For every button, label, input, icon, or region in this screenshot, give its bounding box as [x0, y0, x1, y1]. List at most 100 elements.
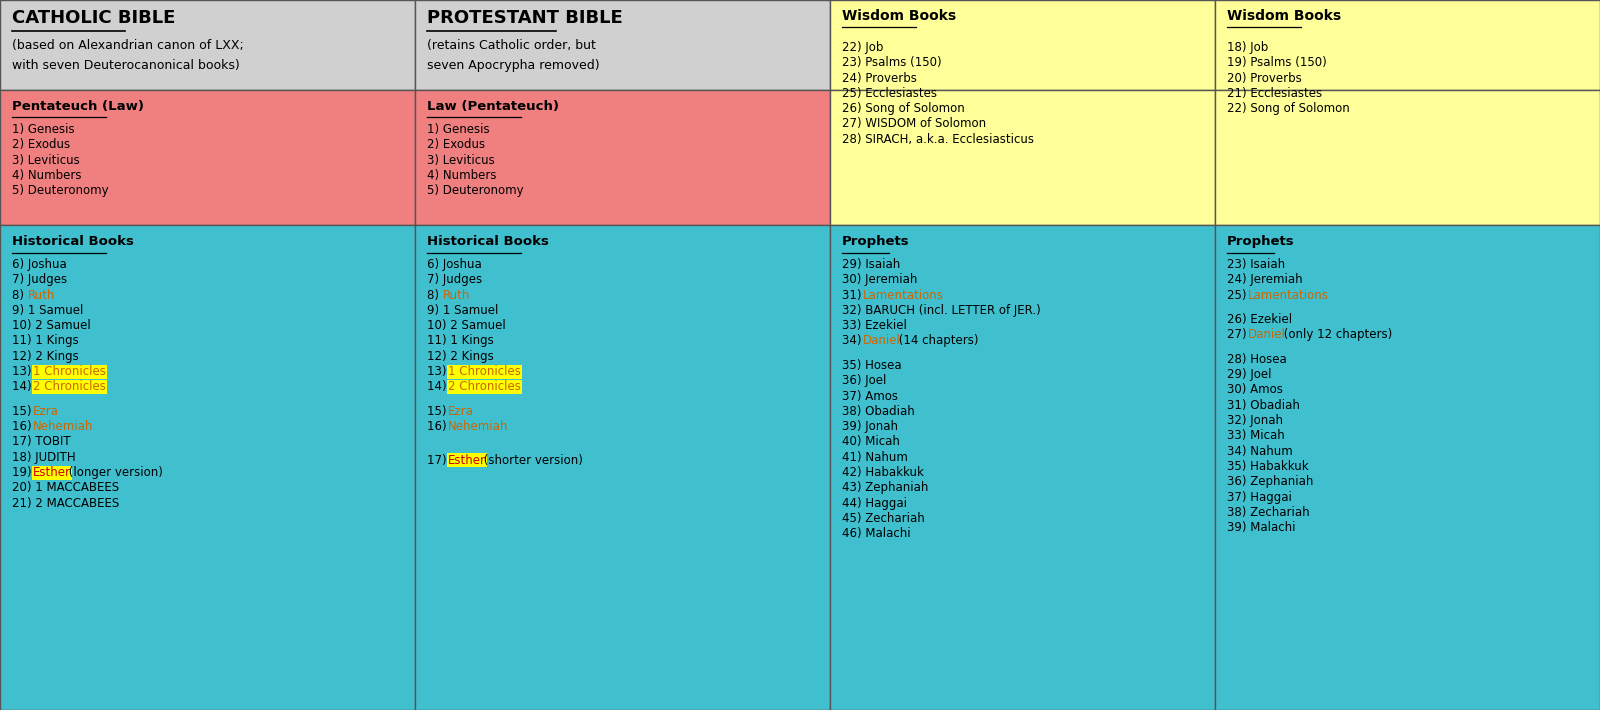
Bar	[0, 225, 414, 710]
Text: 43) Zephaniah: 43) Zephaniah	[842, 481, 928, 494]
Bar	[414, 225, 830, 710]
Text: 27): 27)	[1227, 329, 1250, 342]
Text: 9) 1 Samuel: 9) 1 Samuel	[13, 304, 83, 317]
Text: Ezra: Ezra	[448, 405, 474, 418]
Text: Pentateuch (Law): Pentateuch (Law)	[13, 100, 144, 113]
Text: 36) Joel: 36) Joel	[842, 374, 886, 387]
Text: Ezra: Ezra	[34, 405, 59, 418]
Text: 11) 1 Kings: 11) 1 Kings	[427, 334, 494, 347]
Text: Daniel: Daniel	[862, 334, 901, 347]
Text: 1 Chronicles: 1 Chronicles	[448, 365, 522, 378]
Text: 35) Habakkuk: 35) Habakkuk	[1227, 460, 1309, 473]
Text: 27) WISDOM of Solomon: 27) WISDOM of Solomon	[842, 117, 986, 131]
Text: 19) Psalms (150): 19) Psalms (150)	[1227, 56, 1326, 70]
Text: 21) 2 MACCABEES: 21) 2 MACCABEES	[13, 497, 120, 510]
Text: (longer version): (longer version)	[64, 466, 163, 479]
Text: 40) Micah: 40) Micah	[842, 435, 899, 449]
Text: 7) Judges: 7) Judges	[13, 273, 67, 286]
Text: 24) Jeremiah: 24) Jeremiah	[1227, 273, 1302, 286]
Text: Esther: Esther	[34, 466, 70, 479]
Text: PROTESTANT BIBLE: PROTESTANT BIBLE	[427, 9, 622, 27]
Text: 26) Song of Solomon: 26) Song of Solomon	[842, 102, 965, 115]
Text: 4) Numbers: 4) Numbers	[427, 169, 496, 182]
Text: 23) Psalms (150): 23) Psalms (150)	[842, 56, 942, 70]
Text: 25) Ecclesiastes: 25) Ecclesiastes	[842, 87, 938, 100]
Text: 37) Haggai: 37) Haggai	[1227, 491, 1291, 503]
Text: Lamentations: Lamentations	[862, 288, 944, 302]
Text: (shorter version): (shorter version)	[480, 454, 582, 467]
Text: 46) Malachi: 46) Malachi	[842, 528, 910, 540]
Text: (only 12 chapters): (only 12 chapters)	[1280, 329, 1392, 342]
Text: 23) Isaiah: 23) Isaiah	[1227, 258, 1285, 271]
Text: Nehemiah: Nehemiah	[448, 420, 509, 433]
Text: 14): 14)	[427, 381, 450, 393]
Text: 44) Haggai: 44) Haggai	[842, 497, 907, 510]
Text: Historical Books: Historical Books	[427, 235, 549, 248]
Text: Esther: Esther	[448, 454, 486, 467]
Text: 11) 1 Kings: 11) 1 Kings	[13, 334, 78, 347]
Text: 39) Jonah: 39) Jonah	[842, 420, 898, 433]
Text: (based on Alexandrian canon of LXX;: (based on Alexandrian canon of LXX;	[13, 39, 243, 52]
Text: 2) Exodus: 2) Exodus	[13, 138, 70, 151]
Text: 30) Jeremiah: 30) Jeremiah	[842, 273, 917, 286]
Bar	[1214, 0, 1600, 90]
Bar	[414, 90, 830, 225]
Text: 38) Zechariah: 38) Zechariah	[1227, 506, 1310, 519]
Text: Ruth: Ruth	[27, 288, 54, 302]
Text: 20) Proverbs: 20) Proverbs	[1227, 72, 1302, 84]
Text: 12) 2 Kings: 12) 2 Kings	[427, 350, 494, 363]
Text: CATHOLIC BIBLE: CATHOLIC BIBLE	[13, 9, 176, 27]
Bar	[414, 0, 830, 90]
Text: 33) Ezekiel: 33) Ezekiel	[842, 320, 907, 332]
Text: Prophets: Prophets	[1227, 235, 1294, 248]
Text: 14): 14)	[13, 381, 35, 393]
Text: 32) Jonah: 32) Jonah	[1227, 414, 1283, 427]
Text: 10) 2 Samuel: 10) 2 Samuel	[13, 320, 91, 332]
Text: 20) 1 MACCABEES: 20) 1 MACCABEES	[13, 481, 118, 494]
Text: 34): 34)	[842, 334, 866, 347]
Text: 33) Micah: 33) Micah	[1227, 430, 1285, 442]
Text: 29) Joel: 29) Joel	[1227, 368, 1272, 381]
Text: 10) 2 Samuel: 10) 2 Samuel	[427, 320, 506, 332]
Text: 5) Deuteronomy: 5) Deuteronomy	[427, 184, 523, 197]
Bar	[830, 0, 1214, 90]
Text: 7) Judges: 7) Judges	[427, 273, 482, 286]
Text: 31): 31)	[842, 288, 866, 302]
Text: Lamentations: Lamentations	[1248, 288, 1330, 302]
Text: 6) Joshua: 6) Joshua	[13, 258, 67, 271]
Text: Nehemiah: Nehemiah	[34, 420, 93, 433]
Text: 39) Malachi: 39) Malachi	[1227, 521, 1296, 534]
Bar	[830, 225, 1214, 710]
Text: 5) Deuteronomy: 5) Deuteronomy	[13, 184, 109, 197]
Text: 2 Chronicles: 2 Chronicles	[448, 381, 522, 393]
Bar	[0, 90, 414, 225]
Text: 25): 25)	[1227, 288, 1250, 302]
Text: 13): 13)	[13, 365, 35, 378]
Bar	[1214, 90, 1600, 225]
Text: 30) Amos: 30) Amos	[1227, 383, 1283, 396]
Text: Prophets: Prophets	[842, 235, 910, 248]
Bar	[0, 0, 414, 90]
Text: 21) Ecclesiastes: 21) Ecclesiastes	[1227, 87, 1322, 100]
Text: Ruth: Ruth	[443, 288, 470, 302]
Text: 17): 17)	[427, 454, 450, 467]
Text: 6) Joshua: 6) Joshua	[427, 258, 482, 271]
Text: 41) Nahum: 41) Nahum	[842, 451, 907, 464]
Text: 2) Exodus: 2) Exodus	[427, 138, 485, 151]
Text: 1) Genesis: 1) Genesis	[13, 123, 75, 136]
Text: 4) Numbers: 4) Numbers	[13, 169, 82, 182]
Text: 22) Song of Solomon: 22) Song of Solomon	[1227, 102, 1350, 115]
Text: Law (Pentateuch): Law (Pentateuch)	[427, 100, 558, 113]
Text: 15): 15)	[13, 405, 35, 418]
Text: 13): 13)	[427, 365, 450, 378]
Text: 1 Chronicles: 1 Chronicles	[34, 365, 106, 378]
Text: 18) Job: 18) Job	[1227, 41, 1269, 54]
Text: 16): 16)	[427, 420, 450, 433]
Text: (14 chapters): (14 chapters)	[894, 334, 978, 347]
Text: 31) Obadiah: 31) Obadiah	[1227, 399, 1299, 412]
Text: 2 Chronicles: 2 Chronicles	[34, 381, 106, 393]
Text: seven Apocrypha removed): seven Apocrypha removed)	[427, 59, 600, 72]
Text: Daniel: Daniel	[1248, 329, 1286, 342]
Text: 9) 1 Samuel: 9) 1 Samuel	[427, 304, 498, 317]
Text: 19): 19)	[13, 466, 35, 479]
